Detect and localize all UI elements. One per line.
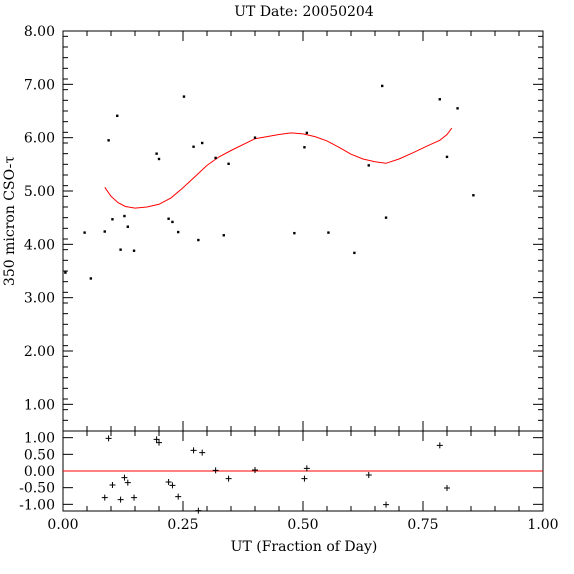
residual-point <box>252 467 258 473</box>
y-tick-label: 4.00 <box>24 237 55 253</box>
residual-point <box>121 474 128 481</box>
y-tick-label: 5.00 <box>24 184 55 200</box>
y-tick-label: 3.00 <box>24 291 55 307</box>
y-tick-label: 7.00 <box>24 77 55 93</box>
lower-ticks: -1.00-0.500.000.501.000.00 0.25 0.50 0.75 1.… <box>19 431 558 533</box>
upper-ticks: 1.00 2.00 3.00 4.00 5.00 6.00 7.00 8.00 <box>24 24 544 432</box>
data-point <box>157 157 161 161</box>
x-axis-label: UT (Fraction of Day) <box>231 539 378 555</box>
data-point <box>64 271 67 274</box>
data-point <box>132 249 136 252</box>
y-axis-label: 350 micron CSO-τ <box>2 156 18 286</box>
residual-point <box>225 475 232 482</box>
x-tick-label: 0.00 <box>47 517 78 533</box>
residual-point <box>175 493 182 500</box>
residual-point <box>365 472 372 478</box>
residual-point <box>109 482 116 488</box>
data-point <box>456 107 459 110</box>
chart-title: UT Date: 20050204 <box>234 4 374 20</box>
data-point <box>83 231 86 234</box>
residual-y-tick-label: 0.00 <box>24 464 55 480</box>
data-points <box>64 84 475 280</box>
data-point <box>171 220 174 224</box>
x-tick-label: 1.00 <box>527 517 558 533</box>
data-point <box>327 231 330 234</box>
data-point <box>167 217 170 220</box>
residual-point <box>101 494 108 501</box>
y-tick-label: 8.00 <box>24 24 55 40</box>
residual-point <box>436 442 443 449</box>
data-point <box>177 230 180 234</box>
data-point <box>201 141 204 145</box>
data-point <box>438 98 441 101</box>
data-point <box>89 277 93 280</box>
residual-point <box>169 482 176 489</box>
residual-point <box>444 485 450 491</box>
residual-point <box>303 465 310 472</box>
residual-point <box>383 501 390 508</box>
data-point <box>381 84 384 88</box>
data-point <box>305 131 309 135</box>
y-tick-label: 6.00 <box>24 131 55 147</box>
data-point <box>192 145 195 148</box>
upper-panel: 1.00 2.00 3.00 4.00 5.00 6.00 7.00 8.00 <box>24 24 544 432</box>
residual-y-tick-label: -0.50 <box>19 481 55 497</box>
data-point <box>384 216 388 219</box>
residual-point <box>156 439 162 446</box>
x-tick-label: 0.50 <box>287 517 318 533</box>
residual-points <box>101 435 450 514</box>
residual-point <box>165 479 172 485</box>
data-point <box>445 155 449 159</box>
fit-line <box>104 127 453 209</box>
data-point <box>227 162 230 165</box>
residual-point <box>131 494 138 501</box>
residual-y-tick-label: 1.00 <box>24 431 55 447</box>
upper-axes-frame <box>62 30 544 432</box>
residual-point <box>190 447 197 454</box>
residual-point <box>212 467 219 474</box>
data-point <box>155 152 158 155</box>
residual-point <box>199 449 206 456</box>
lower-panel: -1.00-0.500.000.501.000.00 0.25 0.50 0.75 1.… <box>19 430 559 533</box>
data-point <box>103 230 106 233</box>
residual-point <box>117 496 124 503</box>
data-point <box>197 238 200 242</box>
data-point <box>182 95 186 98</box>
residual-y-tick-label: -1.00 <box>19 497 55 513</box>
data-point <box>353 251 356 255</box>
residual-point <box>124 479 131 486</box>
y-tick-label: 1.00 <box>24 397 55 413</box>
data-point <box>472 194 475 197</box>
data-point <box>214 156 217 160</box>
data-point <box>123 214 126 218</box>
data-point <box>107 139 110 142</box>
residual-point <box>105 435 112 442</box>
y-tick-label: 2.00 <box>24 344 55 360</box>
data-point <box>367 164 370 167</box>
data-point <box>293 231 296 235</box>
data-point <box>222 234 225 237</box>
x-tick-label: 0.75 <box>407 517 438 533</box>
residual-y-tick-label: 0.50 <box>24 447 55 463</box>
residual-point <box>195 507 202 514</box>
data-point <box>303 146 306 149</box>
x-tick-label: 0.25 <box>167 517 198 533</box>
residual-point <box>301 475 308 482</box>
data-point <box>111 218 114 221</box>
fit-curve <box>104 127 453 209</box>
data-point <box>119 248 122 251</box>
data-point <box>253 136 257 139</box>
residual-point <box>153 436 160 443</box>
data-point <box>116 114 119 117</box>
data-point <box>126 225 129 228</box>
